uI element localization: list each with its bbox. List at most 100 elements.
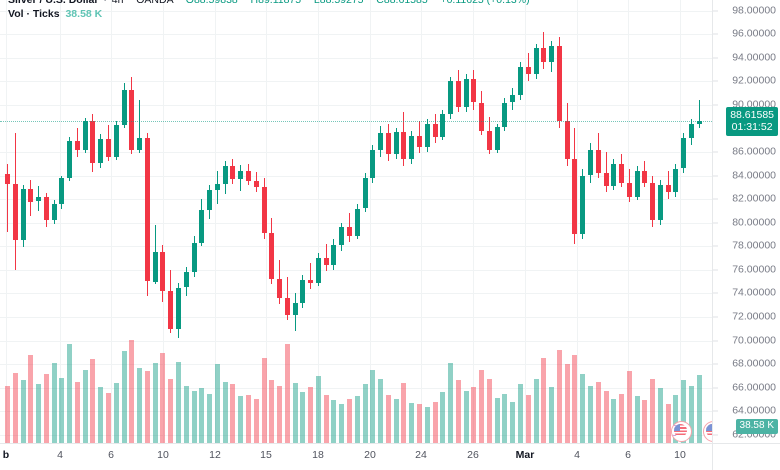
price-tick-label: 78.00000 [732,239,776,252]
volume-bar [52,363,57,443]
gridline-vertical [525,0,526,443]
candle-body [604,173,609,187]
candle-body [681,137,686,169]
time-tick-label: 12 [209,449,221,461]
volume-bar [588,385,593,443]
time-axis-separator [0,443,780,444]
candle-body [83,121,88,150]
gridline-horizontal [0,199,712,201]
volume-bar [106,393,111,443]
candle-body [549,45,554,63]
candle-body [510,95,515,103]
candle-body [331,245,336,266]
price-tick-label: 96.00000 [732,27,776,40]
candle-body [44,196,49,221]
volume-bar [145,371,150,443]
candle-wick [326,243,327,271]
candle-body [316,258,321,283]
candle-body [386,133,391,155]
gridline-vertical [628,0,629,443]
time-tick-label: 10 [157,449,169,461]
candle-body [347,227,352,236]
gridline-horizontal [0,34,712,36]
us-flag-glyph [706,424,712,437]
time-tick-label: 15 [260,449,272,461]
volume-bar [129,339,134,443]
volume-bar [495,397,500,443]
candle-body [230,166,235,180]
candle-body [689,123,694,138]
volume-bar [596,381,601,443]
candle-body [658,185,663,221]
time-tick-label: 26 [467,449,479,461]
gridline-vertical [163,0,164,443]
volume-bar [697,375,702,443]
gridline-vertical [318,0,319,443]
candle-body [456,81,461,108]
volume-bar [300,392,305,443]
time-axis[interactable]: b 4 6 10 12 15 18 20 24 26 Mar 4 6 10 [0,444,712,470]
us-flag-economic-event-icon[interactable] [703,421,712,442]
volume-bar [207,393,212,443]
price-tick-label: 62.00000 [732,428,776,441]
volume-bar [316,376,321,443]
volume-bar [67,344,72,443]
volume-bar [223,381,228,443]
candle-body [425,123,430,148]
price-line-dotted [0,121,712,123]
gridline-vertical [111,0,112,443]
volume-bar [378,379,383,443]
time-tick-label: 4 [57,449,63,461]
candle-body [378,133,383,150]
candle-body [572,159,577,235]
volume-bar [262,357,267,443]
candle-body [67,141,72,178]
candle-wick [139,100,140,154]
volume-bar [370,369,375,443]
price-tick-dash [713,198,718,200]
gridline-vertical [473,0,474,443]
price-tick-dash [713,104,718,106]
candle-body [207,189,212,210]
volume-bar [580,373,585,443]
price-tick-dash [713,151,718,153]
volume-bar [347,399,352,443]
time-tick-label: 6 [625,449,631,461]
candle-body [114,124,119,157]
volume-bar [557,349,562,443]
gridline-horizontal [0,104,712,106]
volume-bar [394,399,399,443]
gridline-horizontal [0,434,712,436]
plot-area[interactable] [0,0,712,443]
gridline-vertical [577,0,578,443]
volume-bar [184,385,189,443]
price-tick-label: 86.00000 [732,145,776,158]
volume-bar [238,396,243,443]
volume-bar [518,384,523,443]
candle-body [254,181,259,188]
candle-body [394,132,399,155]
gridline-horizontal [0,246,712,248]
price-axis[interactable]: 98.00000 96.00000 94.00000 92.00000 90.00000… [713,0,780,443]
candle-body [21,188,26,241]
candle-body [565,121,570,160]
volume-badge[interactable]: 38.58 K [735,419,778,434]
volume-bar [36,384,41,443]
price-tick-label: 74.00000 [732,286,776,299]
volume-bar [324,395,329,443]
candle-body [650,182,655,221]
candle-body [363,177,368,209]
current-price-badge[interactable]: 88.61585 01:31:52 [726,107,778,137]
volume-bar [565,364,570,443]
volume-bar [448,363,453,443]
gridline-vertical [6,0,7,443]
price-tick-label: 92.00000 [732,74,776,87]
volume-bar [331,400,336,443]
candle-body [199,209,204,243]
gridline-vertical [60,0,61,443]
candle-body [557,45,562,122]
volume-bar [650,379,655,443]
us-flag-economic-event-icon[interactable] [671,421,692,442]
volume-bar [673,395,678,443]
candle-body [534,48,539,75]
